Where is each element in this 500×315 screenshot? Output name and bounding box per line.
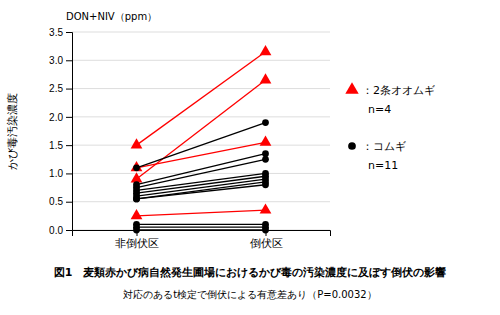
slope-line bbox=[137, 154, 266, 185]
tick-label: 3.5 bbox=[49, 27, 63, 38]
legend-marker bbox=[348, 142, 356, 150]
legend-marker bbox=[345, 82, 358, 94]
tick: 2.5 bbox=[49, 83, 72, 94]
point bbox=[260, 45, 272, 55]
tick-label: 3.0 bbox=[49, 55, 63, 66]
tick: 3.0 bbox=[49, 55, 72, 66]
tick-mark bbox=[66, 117, 72, 118]
legend-label: ：コムギ bbox=[362, 140, 406, 153]
tick-mark bbox=[66, 60, 72, 61]
point bbox=[260, 203, 272, 213]
tick-mark bbox=[66, 202, 72, 203]
grid bbox=[72, 32, 330, 230]
point bbox=[131, 209, 143, 219]
tick: 0.0 bbox=[49, 225, 72, 236]
tick-mark bbox=[66, 145, 72, 146]
tick-label: 0.0 bbox=[49, 225, 63, 236]
axis-line bbox=[73, 231, 331, 237]
slope-line bbox=[137, 185, 266, 199]
tick: 1.0 bbox=[49, 168, 72, 179]
slope-line bbox=[137, 229, 266, 230]
tick-label: 非倒伏区 bbox=[115, 237, 159, 249]
slope-line bbox=[137, 123, 266, 168]
slope-line bbox=[137, 224, 266, 225]
legend-note: n=11 bbox=[368, 159, 398, 172]
grid-line bbox=[72, 60, 330, 61]
point bbox=[133, 164, 140, 171]
series bbox=[131, 45, 272, 219]
slope-line bbox=[137, 159, 266, 187]
legend-note: n=4 bbox=[368, 103, 391, 116]
legend: ：2条オオムギ n=4 ：コムギ n=11 bbox=[345, 82, 435, 172]
tick-label: 2.0 bbox=[49, 112, 63, 123]
tick-mark bbox=[66, 230, 72, 231]
axis-line bbox=[66, 33, 73, 231]
slope-line bbox=[137, 182, 266, 199]
point bbox=[133, 196, 140, 203]
slope-line bbox=[137, 227, 266, 228]
slope-line bbox=[137, 52, 266, 145]
tick-label: 倒伏区 bbox=[250, 237, 283, 249]
tick: 3.5 bbox=[49, 27, 72, 38]
title: 図1 麦類赤かび病自然発生圃場におけるかび毒の汚染濃度に及ぼす倒伏の影響 bbox=[54, 266, 447, 279]
point bbox=[262, 181, 269, 188]
tick-label: 1.0 bbox=[49, 168, 63, 179]
tick-label: 1.5 bbox=[49, 140, 63, 151]
x-axis: 非倒伏区 倒伏区 bbox=[73, 230, 331, 249]
tick-label: 0.5 bbox=[49, 196, 63, 207]
grid-line bbox=[72, 88, 330, 89]
point bbox=[260, 73, 272, 83]
tick-label: 2.5 bbox=[49, 83, 63, 94]
plot-area bbox=[131, 45, 272, 233]
grid-line bbox=[72, 32, 330, 33]
tick-mark bbox=[66, 89, 72, 90]
point bbox=[260, 136, 272, 146]
point bbox=[262, 227, 269, 234]
tick-mark bbox=[66, 173, 72, 174]
series bbox=[133, 119, 269, 233]
y-axis-title: かび毒汚染濃度 bbox=[6, 93, 19, 170]
grid-line bbox=[72, 116, 330, 117]
tick: 0.5 bbox=[49, 196, 72, 207]
point bbox=[262, 119, 269, 126]
slope-line bbox=[137, 80, 266, 179]
point bbox=[262, 156, 269, 163]
tick-mark bbox=[66, 32, 72, 33]
subtitle: 対応のあるt検定で倒伏による有意差あり（P=0.0032） bbox=[123, 289, 376, 300]
point bbox=[131, 172, 143, 182]
point bbox=[131, 138, 143, 148]
legend-label: ：2条オオムギ bbox=[362, 84, 435, 97]
y-axis: 0.0 0.5 1.0 1.5 2.0 2.5 3.0 3.5 bbox=[49, 27, 72, 236]
point bbox=[133, 227, 140, 234]
grid-line bbox=[72, 201, 330, 202]
slope-line bbox=[137, 179, 266, 196]
y-axis-unit: DON+NIV（ppm） bbox=[66, 11, 157, 22]
tick: 1.5 bbox=[49, 140, 72, 151]
slope-line bbox=[137, 210, 266, 216]
tick: 2.0 bbox=[49, 112, 72, 123]
chart: 0.0 0.5 1.0 1.5 2.0 2.5 3.0 3.5 非倒伏区 倒伏区 かび毒汚染濃度 DO… bbox=[0, 0, 500, 315]
point bbox=[133, 196, 140, 203]
